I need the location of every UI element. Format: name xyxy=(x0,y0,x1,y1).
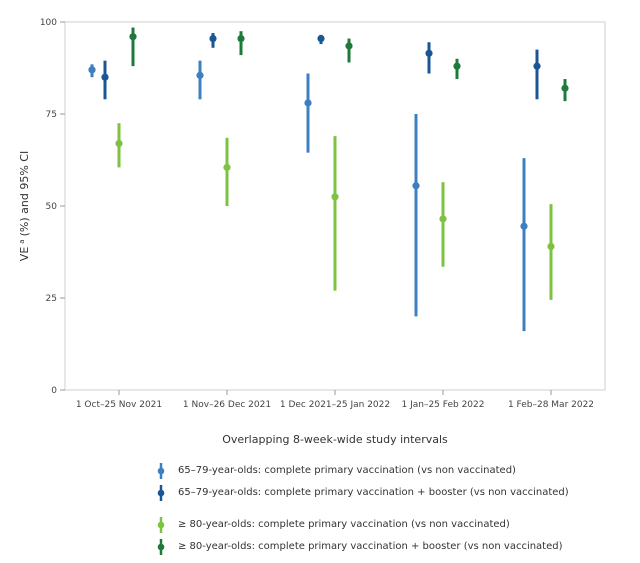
point-estimate xyxy=(345,42,353,50)
legend-item: ≥ 80-year-olds: complete primary vaccina… xyxy=(150,514,610,536)
point-estimate xyxy=(317,34,325,43)
legend-item: 65–79-year-olds: complete primary vaccin… xyxy=(150,482,610,504)
legend-label: 65–79-year-olds: complete primary vaccin… xyxy=(178,465,516,476)
x-tick-label: 1 Feb–28 Mar 2022 xyxy=(508,400,594,410)
y-tick-label: 75 xyxy=(46,110,57,120)
y-axis-label: VEa(%) and 95% CI xyxy=(18,151,31,261)
x-tick-label: 1 Jan–25 Feb 2022 xyxy=(402,400,485,410)
point-estimate xyxy=(412,182,420,190)
y-tick-label: 25 xyxy=(46,294,57,304)
point-estimate xyxy=(209,34,217,43)
legend-label: 65–79-year-olds: complete primary vaccin… xyxy=(178,487,569,498)
point-estimate xyxy=(237,34,245,43)
point-estimate xyxy=(223,163,231,171)
x-tick-label: 1 Nov–26 Dec 2021 xyxy=(183,400,271,410)
point-estimate xyxy=(453,62,461,70)
y-axis: 0 25 50 75 100 xyxy=(40,18,65,396)
legend-marker-icon xyxy=(157,517,165,533)
x-tick-label: 1 Dec 2021–25 Jan 2022 xyxy=(280,400,390,410)
point-estimate xyxy=(101,73,109,81)
x-axis-label: Overlapping 8-week-wide study intervals xyxy=(222,433,448,446)
y-tick-label: 0 xyxy=(51,386,57,396)
point-estimate xyxy=(88,66,96,74)
legend-marker-icon xyxy=(157,463,165,479)
point-estimate xyxy=(115,139,123,148)
legend-item: 65–79-year-olds: complete primary vaccin… xyxy=(150,460,610,482)
point-estimate xyxy=(533,62,541,70)
x-axis: 1 Oct–25 Nov 2021 1 Nov–26 Dec 2021 1 Dec … xyxy=(76,390,594,410)
chart: 0 25 50 75 100 1 Oct–25 Nov 2021 1 Nov–26 Dec… xyxy=(18,18,606,446)
point-estimate xyxy=(547,242,555,251)
point-estimate xyxy=(331,193,339,201)
legend-item: ≥ 80-year-olds: complete primary vaccina… xyxy=(150,536,610,558)
legend-marker-icon xyxy=(157,485,165,501)
y-tick-label: 100 xyxy=(40,18,57,28)
legend-marker-icon xyxy=(157,539,165,555)
point-estimate xyxy=(129,33,137,41)
x-tick-label: 1 Oct–25 Nov 2021 xyxy=(76,400,162,410)
legend: 65–79-year-olds: complete primary vaccin… xyxy=(150,460,610,558)
legend-label: ≥ 80-year-olds: complete primary vaccina… xyxy=(178,519,510,530)
point-estimate xyxy=(520,222,528,230)
point-estimate xyxy=(196,71,204,79)
point-estimate xyxy=(304,99,312,107)
point-estimate xyxy=(425,49,433,57)
point-estimate xyxy=(561,84,569,92)
legend-label: ≥ 80-year-olds: complete primary vaccina… xyxy=(178,541,563,552)
data-marks xyxy=(88,27,569,332)
y-tick-label: 50 xyxy=(46,202,58,212)
point-estimate xyxy=(439,215,447,223)
